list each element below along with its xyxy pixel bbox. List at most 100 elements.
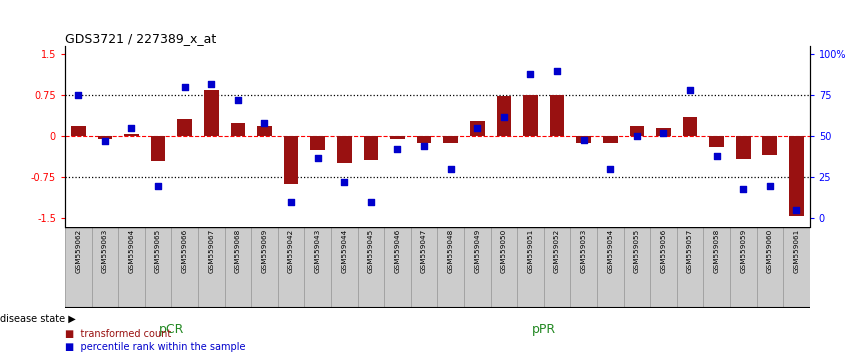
- Bar: [736, 136, 751, 159]
- Text: GSM559067: GSM559067: [208, 229, 214, 273]
- Bar: [517, 227, 544, 308]
- Point: [71, 92, 85, 98]
- Bar: [437, 227, 464, 308]
- Bar: [523, 95, 538, 136]
- Bar: [337, 136, 352, 162]
- Bar: [597, 227, 624, 308]
- Text: GSM559048: GSM559048: [448, 229, 454, 273]
- Bar: [204, 90, 218, 136]
- Bar: [390, 136, 404, 139]
- Point: [257, 120, 271, 126]
- Bar: [783, 227, 810, 308]
- Bar: [676, 227, 703, 308]
- Bar: [490, 227, 517, 308]
- Bar: [151, 136, 165, 161]
- Text: GSM559049: GSM559049: [475, 229, 481, 273]
- Text: pPR: pPR: [532, 323, 556, 336]
- Bar: [124, 134, 139, 136]
- Bar: [571, 227, 597, 308]
- Bar: [118, 227, 145, 308]
- Bar: [496, 96, 511, 136]
- Text: GSM559054: GSM559054: [607, 229, 613, 273]
- Text: GSM559046: GSM559046: [394, 229, 400, 273]
- Bar: [650, 227, 676, 308]
- Bar: [443, 136, 458, 143]
- Point: [125, 125, 139, 131]
- Point: [417, 143, 431, 149]
- Text: GSM559060: GSM559060: [766, 229, 772, 273]
- Bar: [257, 126, 272, 136]
- Bar: [682, 117, 697, 136]
- Point: [630, 133, 643, 139]
- Point: [311, 155, 325, 160]
- Bar: [709, 136, 724, 147]
- Bar: [789, 136, 804, 216]
- Point: [577, 137, 591, 142]
- Text: GSM559055: GSM559055: [634, 229, 640, 273]
- Bar: [278, 227, 304, 308]
- Bar: [171, 227, 198, 308]
- Point: [470, 125, 484, 131]
- Bar: [251, 227, 278, 308]
- Text: disease state ▶: disease state ▶: [0, 314, 75, 324]
- Bar: [98, 136, 113, 139]
- Text: GSM559056: GSM559056: [661, 229, 667, 273]
- Text: GSM559059: GSM559059: [740, 229, 746, 273]
- Bar: [730, 227, 757, 308]
- Text: GSM559069: GSM559069: [262, 229, 268, 273]
- Point: [337, 179, 351, 185]
- Point: [523, 71, 537, 77]
- Text: pCR: pCR: [158, 323, 184, 336]
- Point: [364, 199, 378, 205]
- Bar: [71, 126, 86, 136]
- Bar: [385, 227, 410, 308]
- Text: GSM559045: GSM559045: [368, 229, 374, 273]
- Point: [98, 138, 112, 144]
- Point: [550, 68, 564, 74]
- Text: GSM559061: GSM559061: [793, 229, 799, 273]
- Point: [284, 199, 298, 205]
- Point: [683, 87, 697, 93]
- Text: GSM559062: GSM559062: [75, 229, 81, 273]
- Text: GSM559044: GSM559044: [341, 229, 347, 273]
- Point: [656, 130, 670, 136]
- Bar: [331, 227, 358, 308]
- Bar: [757, 227, 783, 308]
- Bar: [410, 227, 437, 308]
- Bar: [576, 136, 591, 143]
- Bar: [198, 227, 224, 308]
- Text: GSM559052: GSM559052: [554, 229, 560, 273]
- Bar: [550, 95, 565, 136]
- Bar: [656, 128, 671, 136]
- Bar: [230, 122, 245, 136]
- Text: GSM559063: GSM559063: [102, 229, 108, 273]
- Point: [204, 81, 218, 87]
- Bar: [544, 227, 571, 308]
- Bar: [417, 136, 431, 143]
- Bar: [304, 227, 331, 308]
- Bar: [92, 227, 118, 308]
- Point: [151, 183, 165, 188]
- Bar: [630, 126, 644, 136]
- Bar: [364, 136, 378, 160]
- Bar: [178, 119, 192, 136]
- Point: [709, 153, 723, 159]
- Text: GSM559043: GSM559043: [314, 229, 320, 273]
- Text: GDS3721 / 227389_x_at: GDS3721 / 227389_x_at: [65, 32, 216, 45]
- Bar: [358, 227, 385, 308]
- Text: GSM559051: GSM559051: [527, 229, 533, 273]
- Point: [604, 166, 617, 172]
- Point: [443, 166, 457, 172]
- Bar: [284, 136, 299, 184]
- Point: [497, 114, 511, 119]
- Text: GSM559042: GSM559042: [288, 229, 294, 273]
- Text: GSM559064: GSM559064: [128, 229, 134, 273]
- Bar: [310, 136, 325, 150]
- Bar: [145, 227, 171, 308]
- Text: GSM559047: GSM559047: [421, 229, 427, 273]
- Text: GSM559050: GSM559050: [501, 229, 507, 273]
- Text: GSM559068: GSM559068: [235, 229, 241, 273]
- Bar: [603, 136, 617, 143]
- Bar: [65, 227, 92, 308]
- Point: [763, 183, 777, 188]
